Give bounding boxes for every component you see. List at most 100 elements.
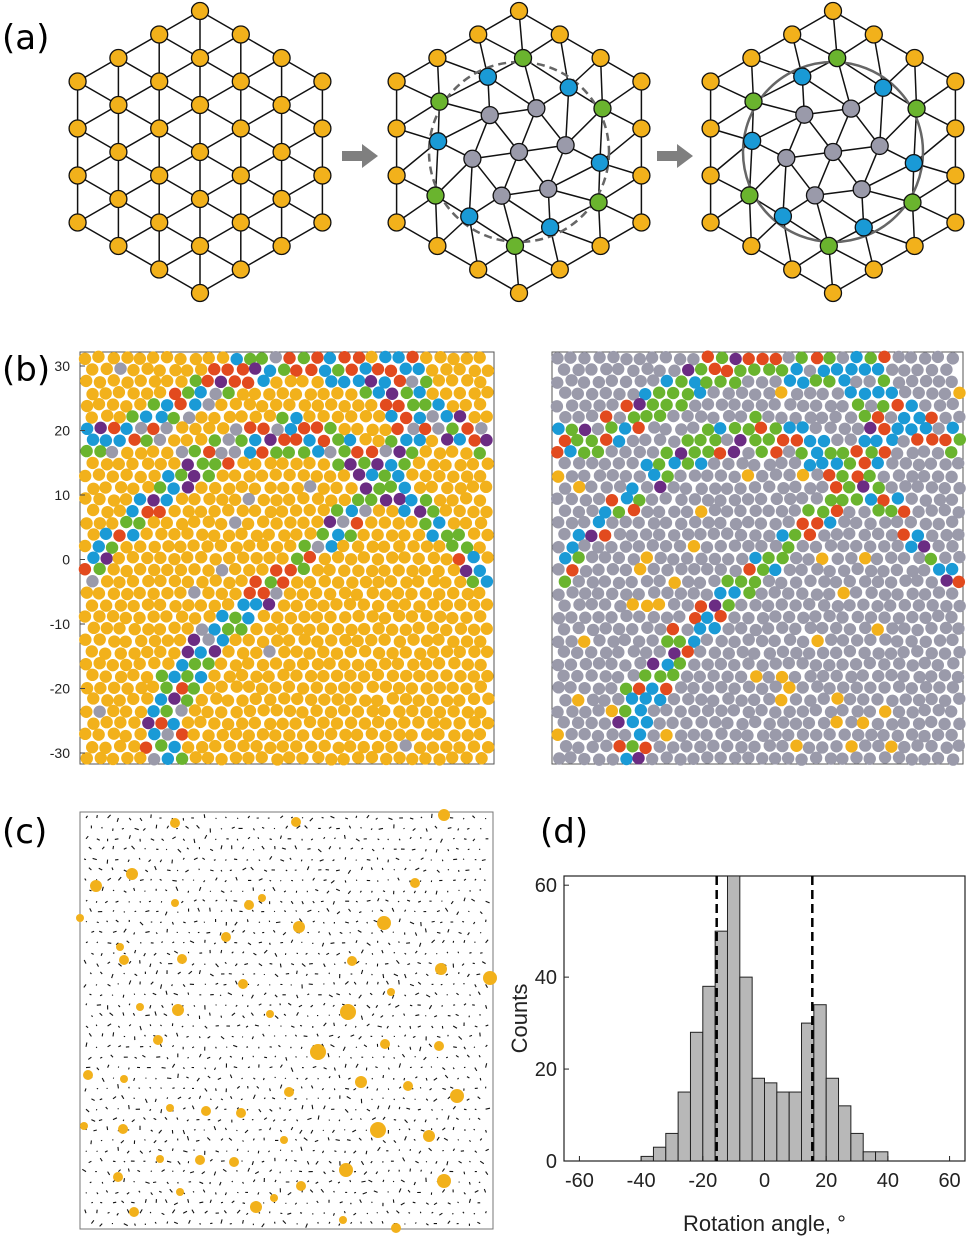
- displacement-arrow: [263, 949, 268, 954]
- displacement-arrow: [381, 867, 384, 871]
- displacement-arrow: [258, 1212, 261, 1214]
- particle: [271, 611, 284, 624]
- particle: [481, 364, 495, 377]
- particle: [344, 693, 357, 706]
- displacement-arrow: [166, 952, 171, 956]
- particle: [297, 491, 310, 505]
- displacement-arrow: [257, 1150, 260, 1154]
- particle: [344, 458, 357, 471]
- particle: [323, 657, 336, 670]
- particle: [372, 434, 385, 448]
- particle: [777, 481, 790, 495]
- particle: [365, 564, 379, 578]
- displacement-arrow: [328, 1075, 331, 1079]
- particle: [276, 457, 289, 470]
- particle: [652, 458, 666, 471]
- particle: [722, 622, 735, 636]
- particle: [398, 481, 411, 495]
- particle: [946, 633, 959, 647]
- particle: [350, 728, 364, 742]
- particle: [250, 740, 263, 753]
- particle: [208, 717, 221, 730]
- particle: [598, 457, 612, 471]
- particle: [230, 352, 243, 366]
- particle: [660, 729, 673, 742]
- particle: [249, 433, 262, 447]
- particle: [857, 480, 870, 493]
- particle: [393, 705, 406, 718]
- displacement-arrow: [240, 1098, 243, 1101]
- particle: [317, 409, 330, 423]
- particle: [756, 469, 769, 483]
- displacement-arrow: [373, 919, 378, 923]
- particle: [154, 551, 167, 565]
- particle: [406, 350, 419, 364]
- lattice-atom: [852, 180, 871, 199]
- displacement-arrow: [204, 1025, 208, 1029]
- lattice-atom: [150, 260, 169, 279]
- displacement-arrow: [198, 1053, 202, 1058]
- lattice-atom: [632, 119, 651, 138]
- particle: [113, 411, 126, 424]
- particle: [393, 728, 406, 741]
- displacement-arrow: [444, 1074, 449, 1079]
- particle: [836, 752, 849, 765]
- displacement-arrow: [228, 1137, 233, 1141]
- particle: [78, 469, 92, 483]
- particle: [674, 447, 688, 460]
- particle: [878, 540, 891, 553]
- particle: [599, 670, 612, 683]
- particle: [243, 704, 257, 718]
- particle: [128, 623, 141, 636]
- displacement-arrow: [191, 1209, 195, 1214]
- displacement-arrow: [209, 1098, 212, 1101]
- particle: [134, 447, 148, 460]
- particle: [736, 457, 749, 470]
- displacement-arrow: [233, 858, 238, 861]
- displacement-arrow: [215, 817, 217, 820]
- particle: [634, 374, 647, 388]
- displacement-arrow: [307, 909, 312, 913]
- particle: [939, 411, 952, 425]
- particle: [168, 740, 181, 754]
- particle: [912, 386, 925, 400]
- particle: [579, 494, 593, 507]
- particle: [713, 422, 727, 435]
- displacement-arrow: [481, 961, 486, 965]
- displacement-arrow: [139, 921, 144, 926]
- particle: [911, 529, 925, 542]
- particle: [769, 517, 782, 531]
- particle: [940, 600, 953, 613]
- displacement-arrow: [369, 992, 373, 996]
- particle: [945, 728, 958, 742]
- particle: [952, 506, 965, 519]
- rotation-center-dot: [156, 1155, 164, 1163]
- particle: [277, 363, 291, 376]
- particle: [331, 576, 345, 589]
- particle: [872, 504, 885, 517]
- histogram-xtick-label: 40: [877, 1170, 899, 1192]
- displacement-arrow: [220, 845, 223, 850]
- displacement-arrow: [223, 1210, 227, 1214]
- particle: [659, 516, 673, 529]
- displacement-arrow: [447, 1115, 450, 1120]
- displacement-arrow: [105, 1190, 109, 1193]
- displacement-arrow: [403, 1077, 406, 1081]
- particle: [318, 693, 331, 706]
- particle: [619, 563, 633, 577]
- displacement-arrow: [472, 838, 476, 842]
- particle: [708, 621, 721, 635]
- particle: [426, 387, 439, 400]
- particle: [735, 740, 748, 754]
- particle: [865, 446, 878, 459]
- particle: [453, 694, 466, 707]
- particle: [194, 715, 207, 729]
- particle: [276, 411, 289, 425]
- particle: [175, 704, 188, 717]
- particle: [845, 363, 858, 376]
- displacement-arrow: [350, 1202, 352, 1205]
- particle: [413, 411, 427, 425]
- particle: [440, 433, 454, 446]
- particle: [695, 505, 708, 518]
- particle: [586, 576, 600, 589]
